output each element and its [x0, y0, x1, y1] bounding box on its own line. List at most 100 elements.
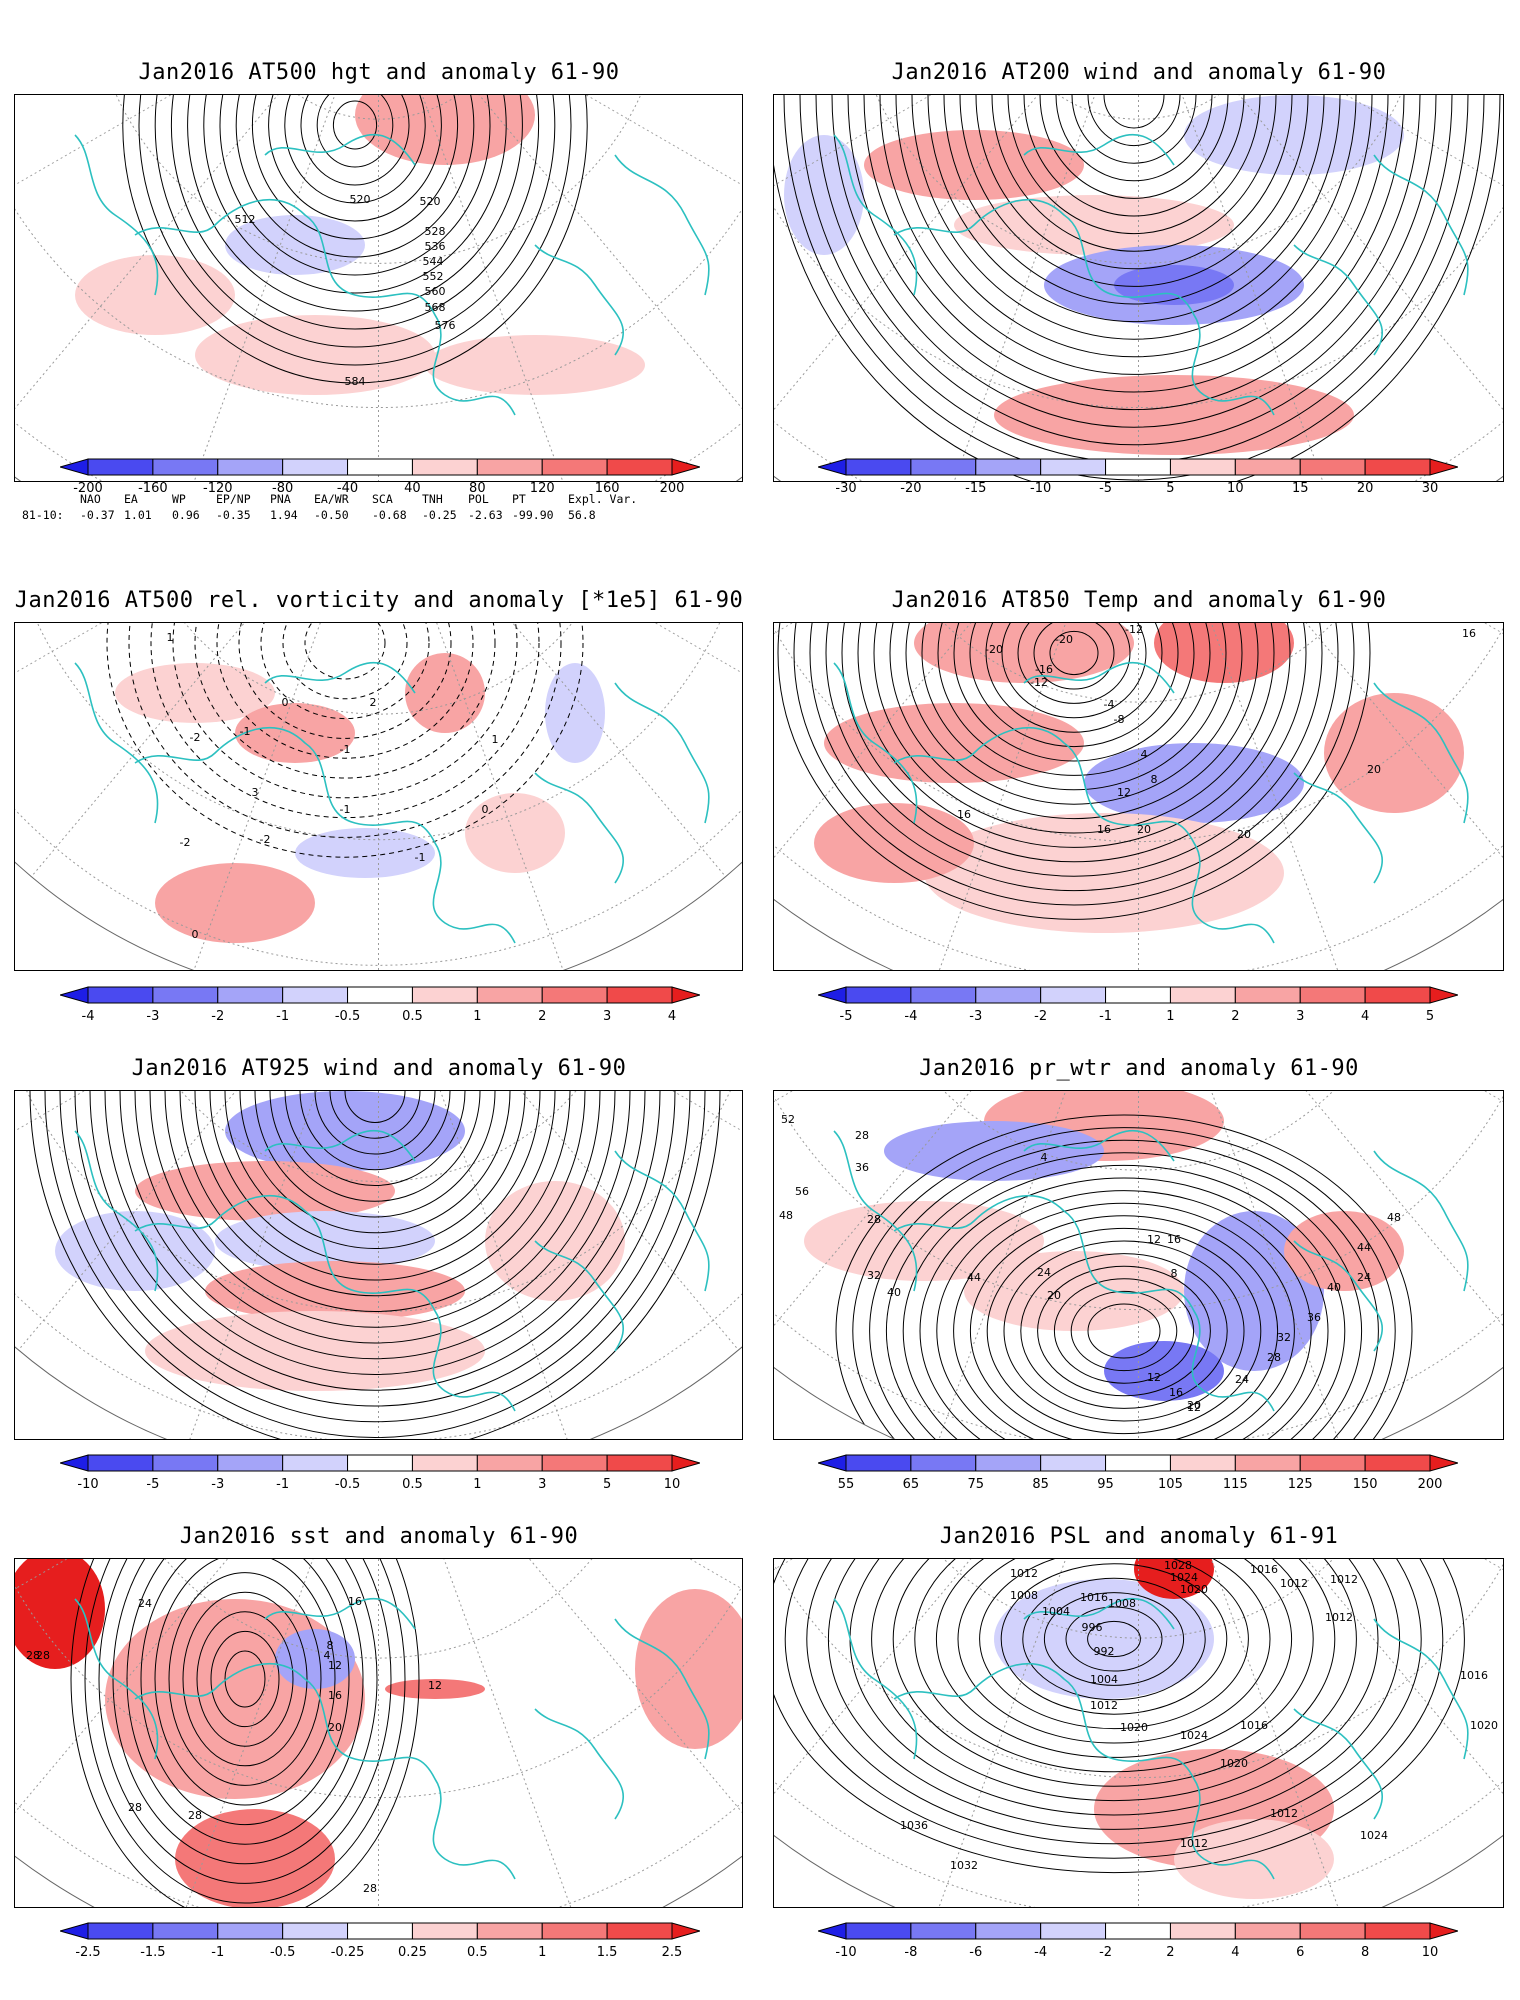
- colorbar-swatch: [87, 458, 154, 476]
- colorbar-tick-label: 2.5: [661, 1945, 683, 1960]
- anomaly-shading: [1174, 1819, 1334, 1899]
- map-domain: [15, 1559, 742, 1907]
- coastline: [833, 1598, 1469, 1760]
- contour-line: [332, 100, 378, 150]
- map-wind200: [773, 94, 1504, 482]
- anomaly-shading: [425, 335, 645, 395]
- contour-line: [140, 1559, 350, 1826]
- contour-label: 1012: [1090, 1699, 1118, 1712]
- colorbar-tick-label: 1: [538, 1945, 547, 1960]
- latitude-gridline: [15, 623, 742, 841]
- longitude-gridline: [1138, 95, 1503, 451]
- colorbar-swatch: [541, 1922, 608, 1940]
- contour-label: 20: [1187, 1399, 1201, 1412]
- contour-line: [235, 95, 475, 258]
- contour-line: [835, 1114, 1413, 1439]
- anomaly-shading: [105, 1599, 365, 1799]
- map-vort500: 1 -2 0 -1 2 3 -1 -2 0 -1 0 -2 -1 1: [14, 622, 743, 971]
- contour-line: [937, 623, 1211, 776]
- contour-line: [969, 623, 1179, 748]
- tele-value: -2.63: [468, 508, 503, 522]
- map-domain: [15, 1091, 742, 1439]
- contour-label: -16: [1035, 663, 1053, 676]
- contour-line: [344, 1091, 406, 1123]
- colorbar-tick-label: 8: [1360, 1945, 1370, 1960]
- anomaly-shading: [175, 1809, 335, 1907]
- colorbar-swatch: [58, 1454, 89, 1472]
- contour-label: 40: [887, 1286, 901, 1299]
- contour-label: -1: [415, 851, 426, 864]
- map-psl: 1012 1008 1004 1016 1008 996 992 1004 1012 1020 10…: [773, 1558, 1504, 1908]
- contour-label: 32: [867, 1269, 881, 1282]
- colorbar-swatch: [1299, 986, 1366, 1004]
- colorbar-swatch: [910, 458, 977, 476]
- contour-line: [889, 623, 1259, 820]
- contour-label: 1028: [1164, 1559, 1192, 1572]
- contour-line: [1000, 1563, 1228, 1715]
- contour-line: [1087, 1303, 1161, 1359]
- contour-label: 520: [420, 195, 441, 208]
- coastline: [833, 1130, 1469, 1292]
- contour-line: [1103, 95, 1165, 129]
- anomaly-shading: [385, 1679, 485, 1699]
- colorbar-swatch: [1040, 986, 1107, 1004]
- contour-line: [921, 623, 1227, 791]
- colorbar-swatch: [347, 1922, 413, 1940]
- contour-line: [902, 1164, 1346, 1439]
- tele-value: -0.68: [372, 508, 407, 522]
- anomaly-shading: [225, 215, 365, 275]
- panel-title: Jan2016 sst and anomaly 61-90: [179, 1524, 579, 1549]
- contour-line: [985, 623, 1163, 733]
- colorbar-labels: -30 -20 -15 -10 -5 5 10 15 20 30: [818, 480, 1458, 498]
- colorbar-swatch: [217, 986, 284, 1004]
- colorbar-swatches: [58, 1922, 702, 1940]
- colorbar-tick-label: 85: [1032, 1477, 1049, 1492]
- colorbar-swatch: [1364, 1454, 1431, 1472]
- contour-line: [919, 1177, 1329, 1439]
- colorbar-tick-label: 55: [837, 1477, 855, 1492]
- tele-value: -99.90: [512, 508, 554, 522]
- anomaly-shading: [235, 703, 355, 763]
- longitude-gridline: [932, 1559, 1139, 1907]
- contour-label: 0: [282, 696, 289, 709]
- contour-label: 24: [1235, 1373, 1249, 1386]
- anomaly-shading: [135, 1161, 395, 1221]
- longitude-gridline: [932, 623, 1139, 970]
- contour-line: [1007, 95, 1261, 235]
- contour-line: [224, 1091, 526, 1249]
- colorbar-labels: -200 -160 -120 -80 -40 40 80 120 160 200: [60, 480, 700, 498]
- colorbar-tick-label: 5: [1425, 1009, 1435, 1024]
- map-domain: [15, 95, 742, 481]
- colorbar-tick-label: -0.5: [334, 1009, 361, 1024]
- colorbar-swatch: [541, 986, 608, 1004]
- longitude-gridline: [378, 95, 742, 286]
- colorbar-tick-label: -15: [965, 481, 987, 496]
- colorbar-tick-label: 20: [1356, 481, 1374, 496]
- map-domain: [15, 623, 742, 970]
- contour-line: [841, 623, 1307, 863]
- contour-line: [164, 1091, 586, 1312]
- contour-line: [935, 1559, 1293, 1758]
- anomaly-shading: [1154, 623, 1294, 683]
- contour-label: 560: [425, 285, 446, 298]
- contour-label: 8: [1151, 773, 1158, 786]
- colorbar-swatch: [910, 986, 977, 1004]
- contour-label: -20: [1055, 633, 1073, 646]
- longitude-gridline: [932, 1091, 1139, 1439]
- colorbar-tick-label: 0.5: [466, 1945, 488, 1960]
- colorbar-tick-label: 1.5: [596, 1945, 618, 1960]
- contour-label: 8: [327, 1639, 334, 1652]
- colorbar-swatch: [476, 986, 543, 1004]
- colorbar-tick-label: -160: [138, 481, 168, 496]
- colorbar-swatches: [58, 986, 702, 1004]
- contour-line: [269, 1091, 481, 1202]
- contour-label: 20: [1367, 763, 1381, 776]
- contour-label: 1024: [1180, 1729, 1208, 1742]
- contour-line: [238, 623, 452, 739]
- contour-line: [1039, 95, 1229, 199]
- contour-line: [70, 1559, 420, 1907]
- colorbar-swatch: [411, 986, 478, 1004]
- anomaly-shading: [814, 803, 974, 883]
- contour-label: 12: [1147, 1371, 1161, 1384]
- contour-label: 512: [235, 213, 256, 226]
